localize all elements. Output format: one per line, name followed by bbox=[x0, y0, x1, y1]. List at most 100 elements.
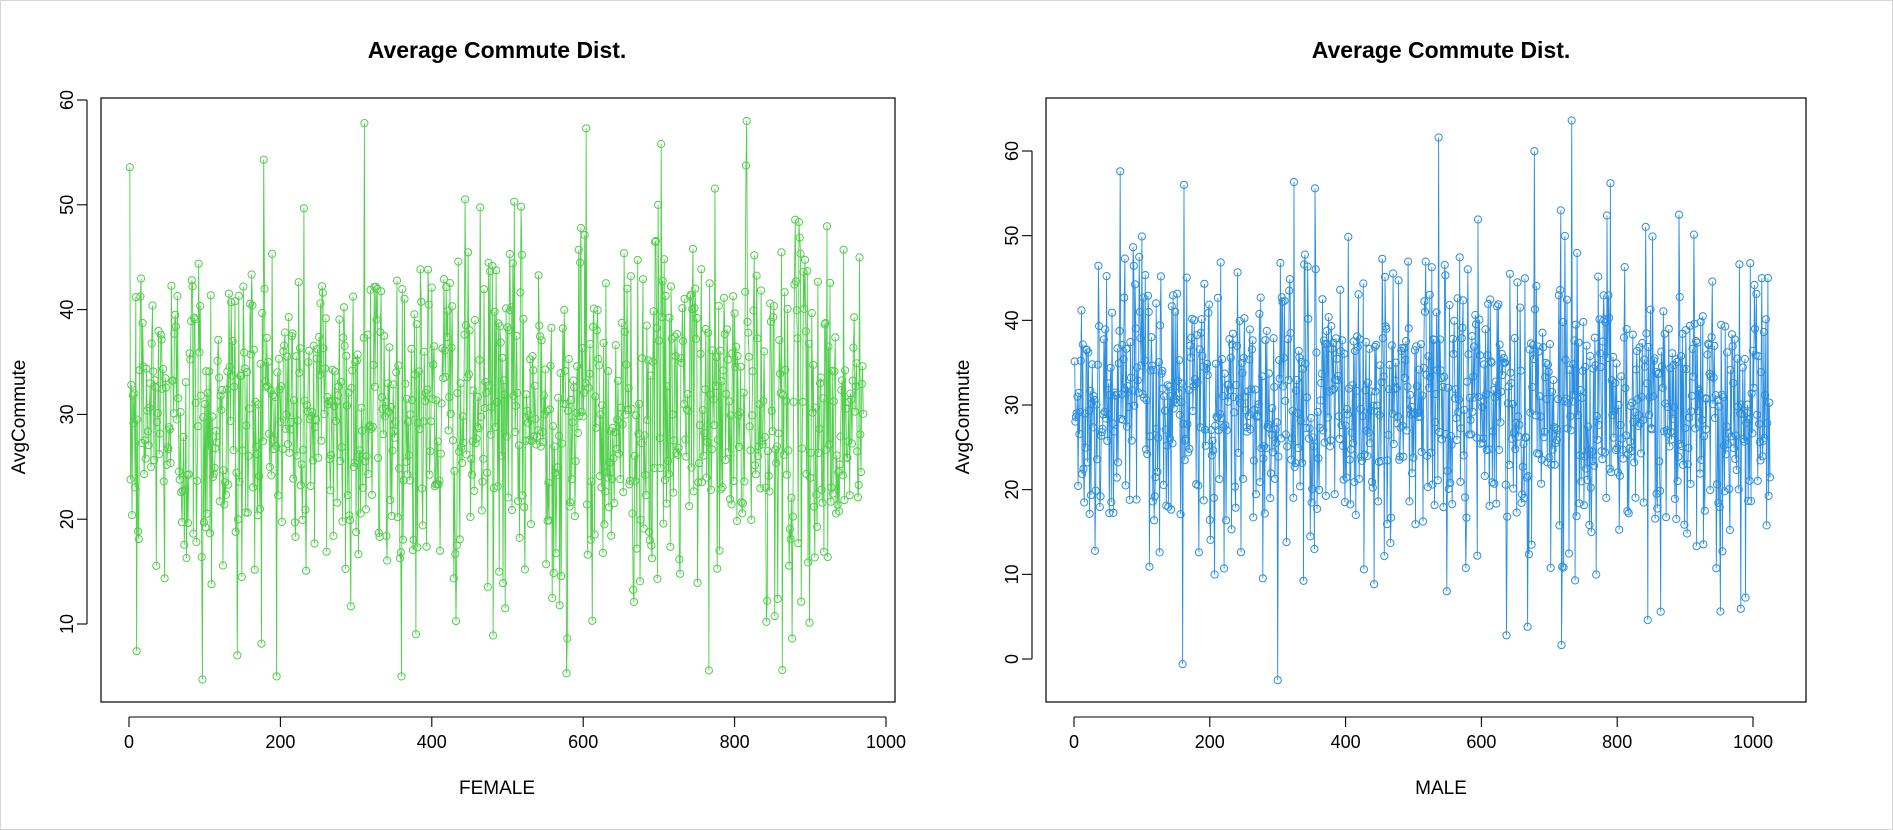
male-data-point bbox=[1465, 393, 1475, 402]
male-data-point bbox=[1194, 481, 1203, 490]
female-data-point bbox=[349, 292, 358, 301]
female-data-point bbox=[189, 529, 198, 538]
male-data-point bbox=[1662, 426, 1671, 435]
male-data-point bbox=[1753, 476, 1762, 485]
female-data-point bbox=[788, 512, 798, 521]
female-data-point bbox=[467, 470, 476, 479]
male-data-point bbox=[1319, 426, 1328, 435]
male-data-point bbox=[1266, 494, 1275, 503]
female-data-point bbox=[279, 347, 288, 356]
female-data-point bbox=[695, 421, 704, 430]
female-data-point bbox=[310, 539, 319, 548]
female-data-point bbox=[293, 451, 302, 460]
female-data-point bbox=[731, 363, 740, 372]
female-data-point bbox=[649, 307, 658, 316]
female-data-point bbox=[415, 425, 424, 434]
female-data-point bbox=[660, 475, 670, 485]
male-x-tick-label: 800 bbox=[1602, 732, 1632, 752]
male-data-point bbox=[1553, 426, 1562, 435]
female-data-point bbox=[300, 396, 309, 405]
female-data-point bbox=[504, 493, 513, 502]
female-data-point bbox=[227, 371, 237, 380]
male-data-point bbox=[1192, 331, 1202, 340]
female-data-point bbox=[140, 469, 149, 479]
female-data-point bbox=[465, 326, 474, 335]
female-data-point bbox=[573, 428, 583, 438]
female-data-point bbox=[762, 617, 771, 627]
male-data-point bbox=[1290, 462, 1299, 472]
female-data-point bbox=[752, 271, 761, 280]
female-data-point bbox=[483, 582, 492, 592]
male-data-point bbox=[1700, 506, 1709, 515]
male-data-point bbox=[1131, 280, 1140, 289]
female-data-point bbox=[448, 302, 457, 311]
female-data-point bbox=[726, 495, 735, 504]
male-data-point bbox=[1748, 346, 1758, 355]
male-data-point bbox=[1071, 412, 1081, 421]
male-data-point bbox=[1719, 441, 1728, 450]
male-data-point bbox=[1184, 448, 1193, 457]
male-data-point bbox=[1552, 436, 1561, 445]
male-data-point bbox=[1502, 631, 1511, 640]
male-data-point bbox=[1329, 338, 1338, 348]
male-data-point bbox=[1139, 293, 1148, 302]
female-data-point bbox=[713, 564, 722, 573]
female-data-point bbox=[191, 398, 200, 407]
female-data-point bbox=[212, 426, 221, 435]
male-data-point bbox=[1323, 413, 1333, 422]
male-data-point bbox=[1313, 504, 1322, 513]
male-data-point bbox=[1330, 490, 1339, 499]
male-data-point bbox=[1675, 292, 1684, 302]
female-data-point bbox=[554, 431, 564, 440]
male-data-point bbox=[1492, 499, 1501, 508]
female-data-point bbox=[239, 282, 248, 291]
male-y-tick-label: 10 bbox=[1002, 564, 1022, 584]
female-data-point bbox=[769, 301, 779, 311]
male-data-point bbox=[1315, 485, 1324, 494]
female-data-point bbox=[620, 249, 629, 258]
male-data-point bbox=[1143, 291, 1153, 300]
female-data-point bbox=[421, 389, 430, 398]
male-data-point bbox=[1107, 308, 1117, 317]
male-data-point bbox=[1761, 315, 1771, 324]
female-data-point bbox=[636, 515, 645, 524]
male-data-point bbox=[1317, 369, 1326, 378]
male-data-point bbox=[1716, 607, 1725, 616]
female-data-point bbox=[235, 477, 244, 486]
male-data-point bbox=[1121, 481, 1130, 490]
male-data-point bbox=[1544, 367, 1553, 376]
female-data-point bbox=[277, 517, 286, 527]
male-data-point bbox=[1651, 514, 1660, 523]
male-data-point bbox=[1522, 473, 1532, 482]
female-data-point bbox=[487, 403, 496, 412]
male-data-point bbox=[1147, 333, 1156, 342]
male-data-point bbox=[1204, 308, 1213, 317]
male-data-point bbox=[1438, 382, 1447, 392]
male-data-point bbox=[1283, 442, 1292, 451]
female-data-point bbox=[788, 634, 797, 643]
male-data-point bbox=[1156, 272, 1166, 281]
female-data-point bbox=[645, 527, 654, 537]
male-data-point bbox=[1707, 333, 1716, 342]
female-data-point bbox=[243, 508, 252, 517]
female-data-point bbox=[458, 458, 467, 467]
male-data-point bbox=[1762, 521, 1771, 530]
female-data-point bbox=[612, 444, 621, 453]
male-data-point bbox=[1614, 400, 1623, 410]
male-data-point bbox=[1583, 422, 1593, 431]
female-data-point bbox=[440, 346, 449, 355]
male-data-point bbox=[1173, 289, 1182, 298]
male-data-point bbox=[1203, 370, 1212, 380]
male-data-point bbox=[1380, 272, 1390, 282]
male-data-point bbox=[1076, 408, 1085, 417]
male-data-point bbox=[1528, 382, 1537, 392]
female-data-point bbox=[262, 333, 271, 342]
female-data-point bbox=[162, 383, 171, 392]
male-data-point bbox=[1075, 430, 1084, 439]
female-data-point bbox=[737, 498, 746, 507]
male-data-point bbox=[1222, 426, 1231, 435]
male-data-point bbox=[1314, 454, 1323, 463]
female-data-point bbox=[400, 294, 409, 303]
female-data-point bbox=[230, 382, 239, 391]
male-data-point bbox=[1201, 441, 1210, 450]
